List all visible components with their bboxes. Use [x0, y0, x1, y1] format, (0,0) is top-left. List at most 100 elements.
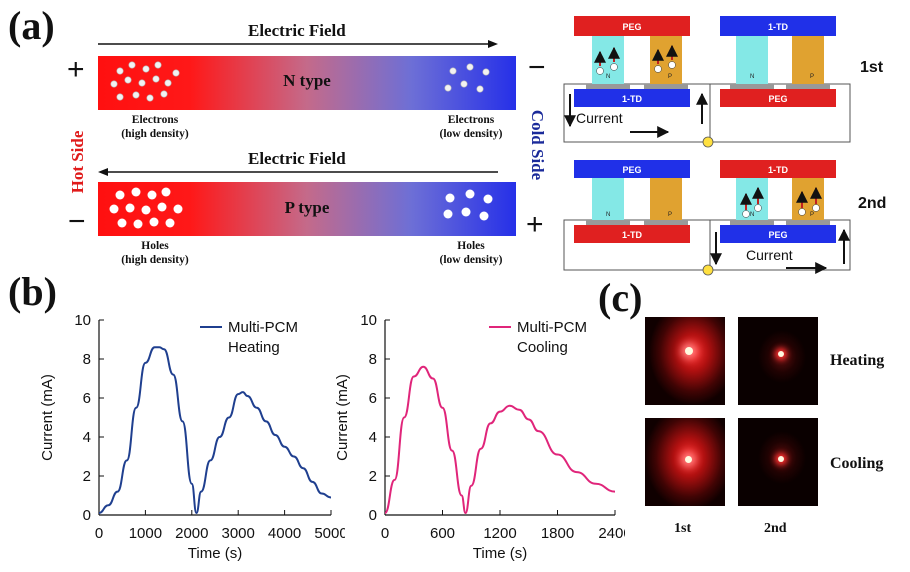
x-tick-label: 0	[381, 525, 389, 542]
td-label-top: 1-TD	[768, 22, 789, 32]
p-hole-dots	[109, 187, 493, 229]
series-line-multi-pcm-cooling	[384, 365, 616, 515]
current-label-2nd: Current	[746, 247, 793, 263]
series-line-multi-pcm-heating	[98, 346, 332, 515]
y-tick-label: 8	[83, 351, 91, 368]
y-tick-label: 4	[369, 429, 377, 446]
p-leg-label-d: P	[810, 212, 814, 218]
p-leg-label: P	[668, 74, 672, 80]
device-1st-left: PEG 1-TD N P Current	[563, 16, 711, 143]
x-axis-title: Time (s)	[188, 545, 242, 562]
p-electric-field-arrow	[98, 168, 498, 176]
x-tick-label: 1000	[129, 525, 162, 542]
photo-heating-2nd	[738, 317, 818, 405]
x-tick-label: 1200	[483, 525, 516, 542]
row-label-heating: Heating	[830, 352, 885, 369]
photo-cooling-2nd	[738, 418, 818, 506]
n-leg-label: N	[606, 74, 610, 80]
p-leg	[650, 36, 682, 86]
y-axis-title: Current (mA)	[39, 374, 56, 461]
y-tick-label: 2	[369, 468, 377, 485]
n-electric-field-arrow	[98, 40, 498, 48]
led-bulb-icon-2	[702, 264, 714, 276]
photo-heating-1st	[645, 317, 725, 405]
x-tick-label: 5000	[314, 525, 345, 542]
n-type-label: N type	[283, 71, 331, 90]
hot-side-label: Hot Side	[68, 130, 87, 194]
x-tick-label: 2000	[175, 525, 208, 542]
current-label-1st: Current	[576, 110, 623, 126]
round-1st-label: 1st	[860, 59, 884, 76]
peg-label: PEG	[622, 22, 641, 32]
device-2nd-right: 1-TD PEG N P Current	[709, 160, 851, 274]
y-tick-label: 0	[369, 507, 377, 524]
legend-label: Multi-PCM	[228, 319, 298, 336]
y-tick-label: 10	[360, 312, 377, 329]
p-right-carrier-density: (low density)	[439, 254, 503, 267]
n-right-carrier-density: (low density)	[439, 128, 503, 141]
y-tick-label: 6	[83, 390, 91, 407]
y-tick-label: 0	[83, 507, 91, 524]
y-tick-label: 10	[74, 312, 91, 329]
panel-b-label: (b)	[8, 269, 57, 314]
p-right-carrier-name: Holes	[457, 240, 485, 252]
panel-a-label: (a)	[8, 3, 55, 48]
led-bulb-icon	[702, 136, 714, 148]
device-2nd-left: PEG 1-TD N P	[563, 160, 711, 271]
carrier-arrows	[594, 44, 678, 75]
y-tick-label: 6	[369, 390, 377, 407]
n-electric-field-label: Electric Field	[248, 21, 346, 40]
cold-side-label: Cold Side	[528, 109, 547, 181]
n-leg-label-b: N	[750, 74, 754, 80]
te-device-schematics: PEG 1-TD N P Current 1-TD	[563, 16, 886, 276]
y-axis-title: Current (mA)	[334, 374, 351, 461]
n-electron-dots	[110, 61, 490, 102]
x-axis-title: Time (s)	[473, 545, 527, 562]
peg-label-2: PEG	[622, 165, 641, 175]
p-type-bar: P type	[98, 182, 516, 236]
y-tick-label: 2	[83, 468, 91, 485]
photo-cooling-1st	[645, 418, 725, 506]
n-right-carrier-label: Electrons (low density)	[416, 113, 526, 142]
row-label-cooling: Cooling	[830, 455, 884, 472]
n-right-carrier-name: Electrons	[447, 114, 495, 126]
x-tick-label: 600	[430, 525, 455, 542]
peg-label-3: PEG	[768, 230, 787, 240]
peg-label-bottom: PEG	[768, 94, 787, 104]
td-label-3: 1-TD	[768, 165, 789, 175]
n-leg-label-d: N	[750, 212, 754, 218]
p-right-sign: +	[526, 208, 544, 241]
p-leg-label-b: P	[810, 74, 814, 80]
y-tick-label: 8	[369, 351, 377, 368]
round-2nd-label: 2nd	[858, 195, 886, 212]
n-left-carrier-label: Electrons (high density)	[100, 113, 210, 142]
legend-label: Cooling	[517, 339, 568, 356]
n-type-bar: N type	[98, 56, 516, 110]
td-block-bottom	[574, 89, 690, 107]
n-left-carrier-name: Electrons	[131, 114, 179, 126]
p-leg-label-c: P	[668, 212, 672, 218]
x-tick-label: 3000	[222, 525, 255, 542]
n-left-sign: +	[67, 53, 85, 86]
n-right-sign: −	[528, 51, 546, 84]
n-leg-label-c: N	[606, 212, 610, 218]
legend-label: Heating	[228, 339, 280, 356]
x-tick-label: 0	[95, 525, 103, 542]
col-label-1st: 1st	[674, 521, 692, 536]
td-label: 1-TD	[622, 94, 643, 104]
legend-label: Multi-PCM	[517, 319, 587, 336]
device-1st-right: 1-TD PEG N P	[709, 16, 851, 143]
panel-c-label: (c)	[598, 275, 643, 320]
p-type-label: P type	[284, 198, 330, 217]
p-left-carrier-label: Holes (high density)	[100, 239, 210, 268]
p-electric-field-label: Electric Field	[248, 149, 346, 168]
p-right-carrier-label: Holes (low density)	[416, 239, 526, 268]
p-left-carrier-name: Holes	[141, 240, 169, 252]
td-label-2: 1-TD	[622, 230, 643, 240]
col-label-2nd: 2nd	[764, 521, 787, 536]
x-tick-label: 1800	[541, 525, 574, 542]
p-left-sign: −	[68, 205, 86, 238]
y-tick-label: 4	[83, 429, 91, 446]
peg-block-top	[574, 16, 690, 36]
x-tick-label: 2400	[598, 525, 625, 542]
